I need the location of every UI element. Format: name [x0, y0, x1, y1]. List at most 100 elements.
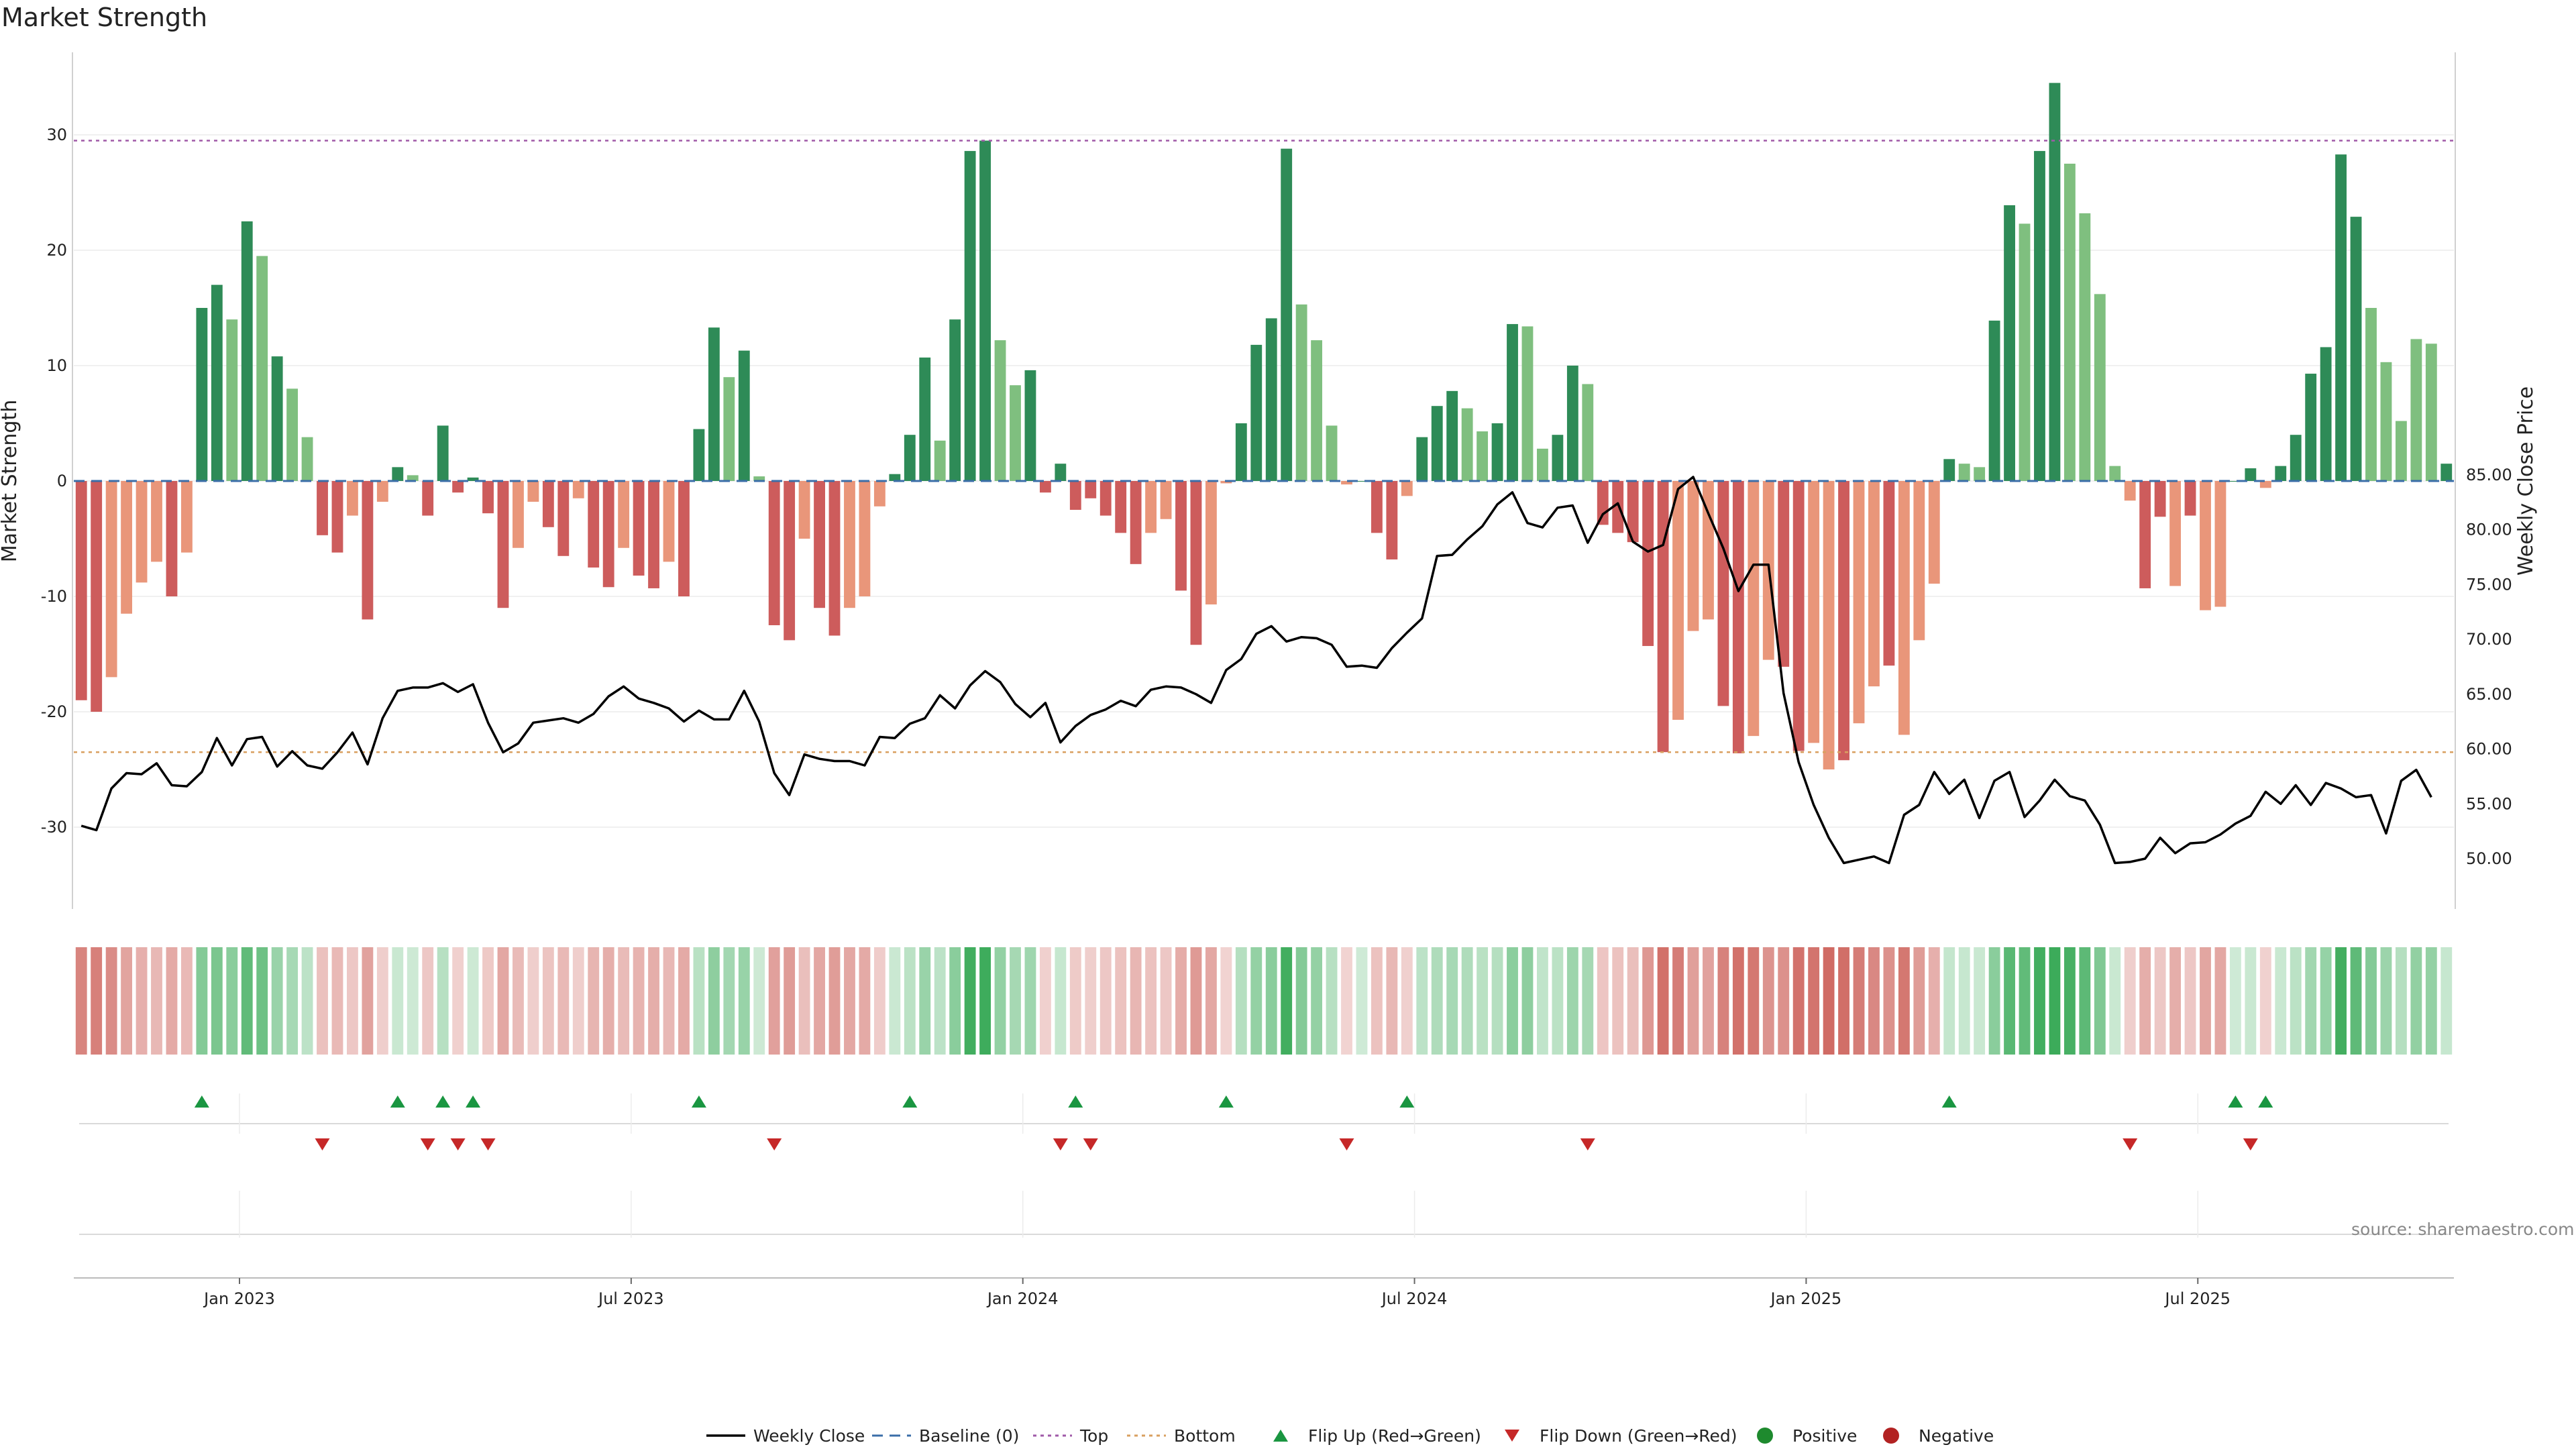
- strength-bar: [1943, 459, 1955, 481]
- y-tick-label: 20: [46, 241, 67, 260]
- strength-bar: [1055, 464, 1067, 481]
- heat-cell: [166, 947, 178, 1055]
- heat-cell: [1898, 947, 1910, 1055]
- heat-cell: [1883, 947, 1895, 1055]
- x-tick-label: Jul 2023: [597, 1289, 664, 1308]
- strength-bar: [1597, 481, 1609, 525]
- strength-bar: [1341, 481, 1352, 485]
- strength-bar: [1898, 481, 1910, 735]
- heat-cell: [964, 947, 976, 1055]
- strength-bar: [1115, 481, 1127, 533]
- strength-bar: [768, 481, 780, 625]
- heat-cell: [1145, 947, 1157, 1055]
- heat-cell: [1988, 947, 2000, 1055]
- heat-cell: [1477, 947, 1489, 1055]
- x-tick-label: Jul 2024: [1381, 1289, 1448, 1308]
- strength-bar: [1582, 384, 1594, 481]
- heat-cell: [588, 947, 600, 1055]
- heat-cell: [1838, 947, 1849, 1055]
- heat-cell: [452, 947, 464, 1055]
- heat-cell: [873, 947, 885, 1055]
- heat-cell: [1928, 947, 1940, 1055]
- heat-cell: [121, 947, 133, 1055]
- strength-bar: [2395, 421, 2407, 481]
- strength-bar: [2290, 435, 2302, 481]
- heat-cell: [2214, 947, 2226, 1055]
- heat-cell: [663, 947, 675, 1055]
- heat-cell: [256, 947, 268, 1055]
- flip-up-marker: [902, 1095, 918, 1108]
- strength-bar: [2109, 466, 2121, 481]
- heat-cell: [286, 947, 299, 1055]
- y2-tick-label: 55.00: [2466, 794, 2512, 813]
- heat-cell: [1099, 947, 1112, 1055]
- strength-bar: [964, 151, 976, 481]
- heat-cell: [2184, 947, 2196, 1055]
- heat-cell: [1130, 947, 1142, 1055]
- heat-cell: [2365, 947, 2377, 1055]
- heat-cell: [1642, 947, 1654, 1055]
- heat-cell: [362, 947, 374, 1055]
- strength-bar: [1868, 481, 1880, 687]
- flip-down-marker: [2243, 1138, 2258, 1150]
- heat-cell: [1055, 947, 1067, 1055]
- strength-bar: [979, 140, 991, 481]
- strength-bar: [1988, 320, 2000, 481]
- heat-cell: [1612, 947, 1624, 1055]
- strength-bar: [2063, 164, 2076, 481]
- heat-cell: [1582, 947, 1594, 1055]
- heat-cell: [1627, 947, 1639, 1055]
- heat-cell: [557, 947, 570, 1055]
- heat-cell: [1250, 947, 1263, 1055]
- strength-bar: [1190, 481, 1202, 645]
- strength-bar: [1024, 370, 1036, 481]
- strength-bar: [2019, 223, 2031, 481]
- heat-cell: [1717, 947, 1729, 1055]
- strength-bar: [738, 350, 750, 481]
- heat-cell: [904, 947, 916, 1055]
- strength-bar: [1958, 464, 1970, 481]
- heat-cell: [1235, 947, 1247, 1055]
- y-tick-label: 30: [46, 125, 67, 144]
- heat-cell: [482, 947, 494, 1055]
- heat-cell: [1748, 947, 1760, 1055]
- heat-cell: [2395, 947, 2407, 1055]
- heat-cell: [1115, 947, 1127, 1055]
- heat-cell: [2019, 947, 2031, 1055]
- strength-bar: [362, 481, 374, 620]
- strength-bar: [1612, 481, 1624, 533]
- heat-cell: [1507, 947, 1518, 1055]
- heat-cell: [2259, 947, 2271, 1055]
- strength-bar: [1461, 408, 1473, 481]
- heat-cell: [1311, 947, 1323, 1055]
- y-tick-label: 0: [57, 472, 67, 490]
- strength-bar: [633, 481, 645, 576]
- strength-bar: [859, 481, 871, 596]
- strength-bar: [1069, 481, 1081, 510]
- strength-bar: [1160, 481, 1172, 519]
- legend-item: Positive: [1757, 1426, 1857, 1446]
- heat-cell: [467, 947, 479, 1055]
- heat-cell: [1762, 947, 1774, 1055]
- flip-down-marker: [1083, 1138, 1098, 1150]
- heat-cell: [1521, 947, 1534, 1055]
- heat-cell: [949, 947, 961, 1055]
- strength-bars: [75, 83, 2453, 769]
- strength-bar: [1175, 481, 1187, 591]
- strength-bar: [1295, 304, 1307, 481]
- strength-bar: [1627, 481, 1639, 543]
- heat-cell: [1792, 947, 1805, 1055]
- y-axis-title: Market Strength: [0, 400, 21, 562]
- flip-up-marker: [1218, 1095, 1234, 1108]
- heat-cell: [633, 947, 645, 1055]
- strength-bar: [2425, 343, 2437, 481]
- heat-cell: [1356, 947, 1368, 1055]
- heat-cell: [331, 947, 343, 1055]
- x-axis: Jan 2023 Jul 2023 Jan 2024 Jul 2024 Jan 2025…: [74, 1277, 2454, 1308]
- strength-bar: [1778, 481, 1790, 667]
- heat-cell: [241, 947, 253, 1055]
- strength-bar: [1687, 481, 1699, 631]
- heat-cell: [828, 947, 841, 1055]
- strength-bar: [1642, 481, 1654, 646]
- y2-tick-label: 65.00: [2466, 685, 2512, 704]
